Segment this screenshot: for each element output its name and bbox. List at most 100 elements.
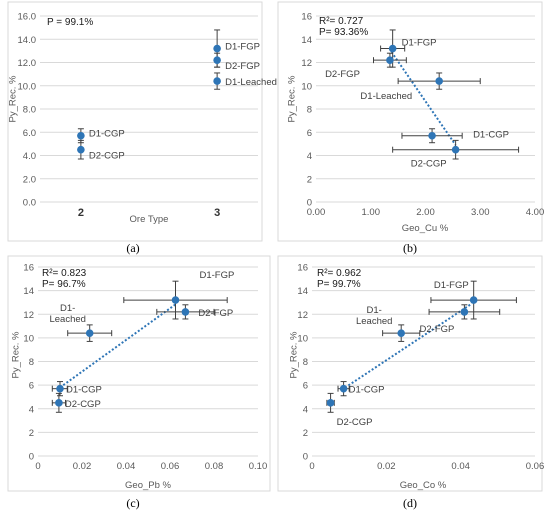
y-tick-label: 0.0 (23, 198, 36, 209)
y-tick-label: 12 (297, 310, 308, 321)
point-label-line: D2-FGP (225, 61, 260, 72)
x-tick-label: 0 (309, 461, 314, 472)
y-axis-label: Py_Rec. % (287, 75, 298, 123)
panel-caption: (c) (126, 496, 139, 510)
y-tick-label: 2 (307, 174, 312, 185)
data-point (388, 44, 397, 53)
point-label-line: D1- (367, 305, 382, 316)
y-tick-label: 16 (297, 263, 308, 274)
y-tick-label: 14 (23, 286, 34, 297)
y-tick-label: 6.0 (23, 128, 36, 139)
chart-panel-1: 0.0 2.0 4.0 6.0 8.0 10.0 12.0 14.0 16.0 2 3 Ore Typ… (7, 1, 277, 255)
x-tick-label: 0.02 (377, 461, 396, 472)
point-label: D1-CGP (349, 385, 385, 396)
panel-frame (7, 1, 263, 242)
chart-panel-3: 0 2 4 6 8 10 12 14 16 0 0.02 0.04 0.06 0.08 0.10 Geo_Pb… (7, 255, 271, 510)
panel-frame (277, 1, 543, 242)
data-point-group: D1-CGP (337, 381, 385, 397)
x-tick-label: 2 (78, 207, 84, 219)
y-tick-label: 4 (307, 151, 312, 162)
x-tick-label: 4.00 (526, 207, 545, 218)
stat-annotation: R²= 0.823 (42, 268, 87, 279)
point-label: D1-Leached (49, 303, 85, 325)
x-tick-label: 0.08 (205, 461, 224, 472)
stat-annotation: P= 99.7% (317, 279, 361, 290)
data-point-group: D2-FGP (213, 52, 260, 72)
point-label-line: D1-FGP (225, 42, 260, 53)
point-label-line: D2-CGP (337, 417, 373, 428)
x-axis-label: Geo_Cu % (402, 223, 449, 234)
point-label-line: D1- (60, 303, 75, 314)
point-label-line: D2-CGP (89, 151, 125, 162)
data-point-group: D2-CGP (392, 139, 520, 170)
data-point (85, 329, 94, 337)
data-point-group: D2-CGP (51, 392, 101, 413)
data-point (397, 329, 406, 337)
data-point-group: D2-CGP (77, 139, 125, 162)
y-tick-label: 16 (301, 12, 312, 23)
y-tick-label: 6 (303, 381, 308, 392)
point-label: D2-CGP (89, 151, 125, 162)
y-tick-label: 10 (297, 333, 308, 344)
point-label-line: D1-FGP (200, 270, 235, 281)
point-label: D1-FGP (402, 38, 437, 49)
data-point (460, 308, 469, 316)
data-point-group: D2-FGP (325, 52, 407, 80)
point-label: D1-Leached (225, 77, 277, 88)
data-point (56, 384, 64, 393)
data-point (435, 77, 443, 85)
y-tick-label: 2.0 (23, 174, 36, 185)
stat-annotation: R²= 0.727 (319, 16, 364, 27)
point-label-line: D1-Leached (360, 91, 412, 102)
point-label: D2-FGP (420, 324, 455, 335)
stat-annotation: R²= 0.962 (317, 268, 362, 279)
data-point (451, 145, 460, 154)
point-label: D2-FGP (225, 61, 260, 72)
y-tick-label: 8 (29, 357, 34, 368)
y-tick-label: 12 (301, 58, 312, 69)
point-label-line: D1-FGP (402, 38, 437, 49)
data-point (77, 131, 85, 140)
point-label-line: D1-CGP (473, 130, 509, 141)
y-tick-label: 8 (307, 105, 312, 116)
panel-frame (277, 255, 543, 492)
point-label-line: Leached (49, 314, 85, 325)
y-tick-label: 6 (29, 381, 34, 392)
panel-caption: (b) (403, 241, 417, 255)
data-point (339, 384, 348, 393)
y-axis-label: Py_Rec. % (8, 75, 19, 123)
x-tick-label: 0.04 (451, 461, 470, 472)
point-label-line: D1-FGP (434, 280, 469, 291)
y-tick-label: 6 (307, 128, 312, 139)
stat-annotation: P= 96.7% (42, 279, 86, 290)
chart-panel-4: 0 2 4 6 8 10 12 14 16 0 0.02 0.04 0.06 Geo_Co % Py_Rec… (277, 255, 544, 510)
x-tick-label: 3 (214, 207, 220, 219)
data-point (213, 77, 221, 85)
point-label: D2-CGP (337, 417, 373, 428)
y-tick-label: 16.0 (18, 12, 37, 23)
point-label: D1-Leached (360, 91, 412, 102)
y-tick-label: 12 (23, 310, 34, 321)
point-label-line: D1-CGP (89, 129, 125, 140)
point-label-line: D2-CGP (411, 159, 447, 170)
point-label-line: D2-FGP (325, 69, 360, 80)
point-label: D1-CGP (473, 130, 509, 141)
data-point (181, 308, 190, 316)
data-point-group: D1-Leached (49, 303, 113, 342)
y-tick-label: 2 (303, 428, 308, 439)
x-tick-label: 0.06 (161, 461, 180, 472)
y-axis-label: Py_Rec. % (289, 331, 300, 379)
chart-panel-2: 0 2 4 6 8 10 12 14 16 0.00 1.00 2.00 3.00 4.00 Geo_Cu … (277, 1, 545, 255)
data-point-group: D1-CGP (401, 128, 509, 144)
panel-frame (7, 255, 271, 492)
point-label: D1-FGP (434, 280, 469, 291)
data-point (77, 145, 85, 154)
point-label: D1-Leached (356, 305, 392, 327)
x-tick-label: 3.00 (471, 207, 490, 218)
data-point (55, 399, 63, 407)
data-point-group: D2-CGP (326, 392, 373, 428)
point-label-line: D1-Leached (225, 77, 277, 88)
data-point-group: D1-Leached (356, 305, 421, 342)
x-axis-label: Geo_Pb % (125, 480, 171, 491)
